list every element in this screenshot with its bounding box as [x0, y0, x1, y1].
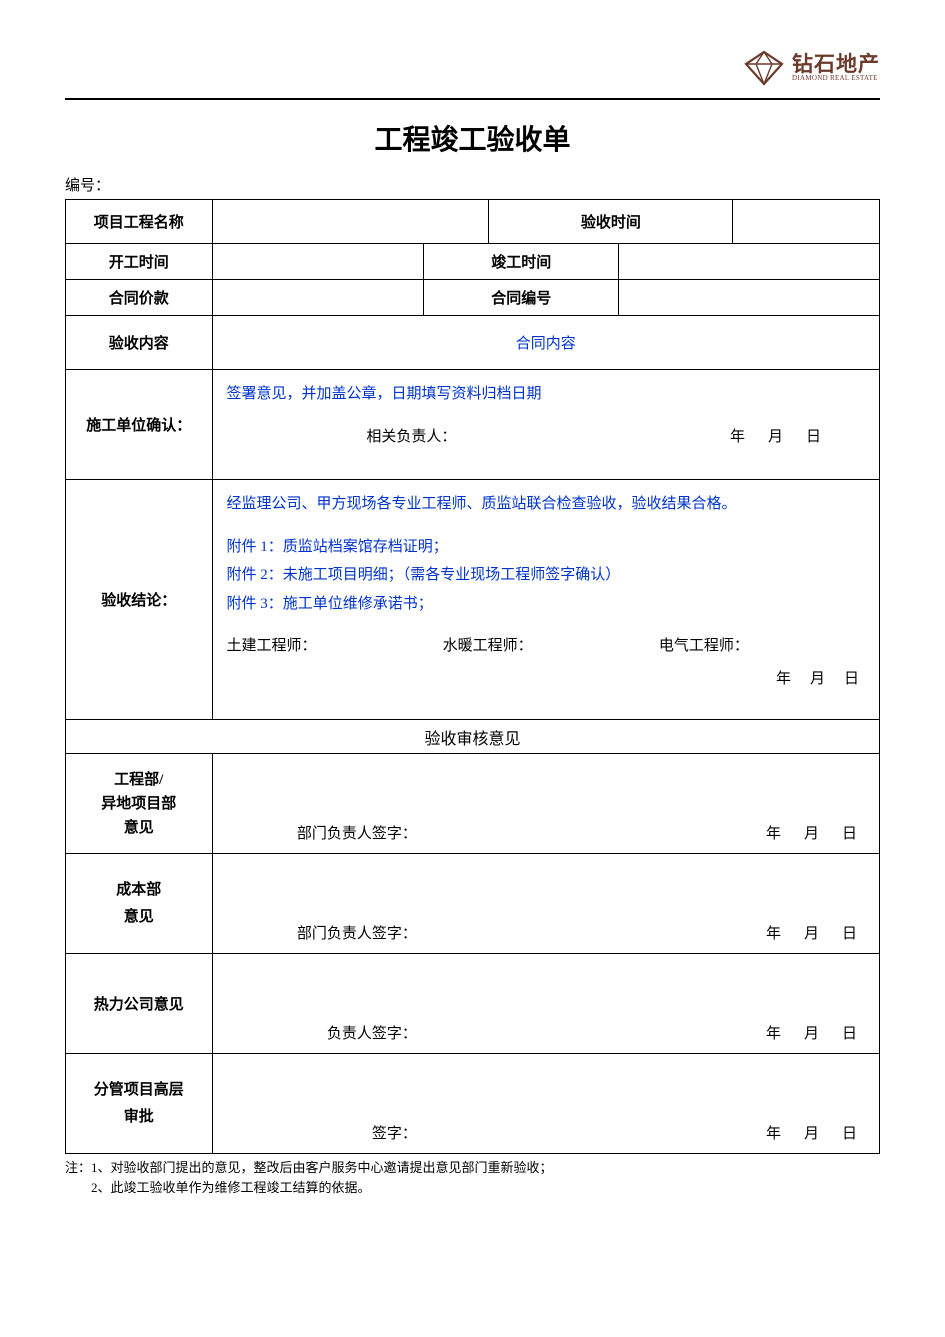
- serial-number-label: 编号：: [65, 174, 880, 195]
- label-accept-conclusion: 验收结论：: [66, 480, 213, 720]
- date-ymd-2: 年 月 日: [213, 661, 879, 696]
- label-plumbing-engineer: 水暖工程师：: [443, 634, 649, 655]
- company-logo: 钻石地产 DIAMOND REAL ESTATE: [742, 50, 880, 86]
- date-ymd-4: 年 月 日: [766, 922, 861, 943]
- date-ymd-1: 年 月 日: [730, 425, 825, 446]
- cell-cost-dept-opinion[interactable]: 部门负责人签字： 年 月 日: [212, 854, 879, 954]
- label-eng-dept: 工程部/ 异地项目部 意见: [66, 754, 213, 854]
- label-civil-engineer: 土建工程师：: [227, 634, 433, 655]
- cell-heat-company-opinion[interactable]: 负责人签字： 年 月 日: [212, 954, 879, 1054]
- label-contract-price: 合同价款: [66, 280, 213, 316]
- attachment-1: 附件 1：质监站档案馆存档证明；: [227, 533, 865, 562]
- label-dept-sign-2: 部门负责人签字：: [227, 922, 417, 943]
- cell-senior-approval[interactable]: 签字： 年 月 日: [212, 1054, 879, 1154]
- date-ymd-6: 年 月 日: [766, 1122, 861, 1143]
- label-resp-sign: 负责人签字：: [227, 1022, 417, 1043]
- attachment-3: 附件 3：施工单位维修承诺书；: [227, 590, 865, 619]
- footer-notes: 注：1、对验收部门提出的意见，整改后由客户服务中心邀请提出意见部门重新验收； 注…: [65, 1158, 880, 1197]
- label-complete-time: 竣工时间: [424, 244, 619, 280]
- label-accept-time: 验收时间: [489, 200, 733, 244]
- review-opinion-header: 验收审核意见: [66, 720, 880, 754]
- date-ymd-5: 年 月 日: [766, 1022, 861, 1043]
- value-start-time[interactable]: [212, 244, 424, 280]
- notes-prefix: 注：: [65, 1160, 91, 1175]
- label-project-name: 项目工程名称: [66, 200, 213, 244]
- label-construction-confirm: 施工单位确认：: [66, 370, 213, 480]
- page-header: 钻石地产 DIAMOND REAL ESTATE: [65, 50, 880, 100]
- attachment-2: 附件 2：未施工项目明细；（需各专业现场工程师签字确认）: [227, 561, 865, 590]
- document-title: 工程竣工验收单: [65, 118, 880, 158]
- label-accept-content: 验收内容: [66, 316, 213, 370]
- date-ymd-3: 年 月 日: [766, 822, 861, 843]
- value-complete-time[interactable]: [619, 244, 880, 280]
- label-heat-company: 热力公司意见: [66, 954, 213, 1054]
- construction-note: 签署意见，并加盖公章，日期填写资料归档日期: [213, 370, 879, 419]
- label-sign: 签字：: [227, 1122, 417, 1143]
- label-senior-approval: 分管项目高层 审批: [66, 1054, 213, 1154]
- label-person-in-charge: 相关负责人：: [227, 425, 457, 446]
- value-contract-no[interactable]: [619, 280, 880, 316]
- value-project-name[interactable]: [212, 200, 489, 244]
- value-accept-content: 合同内容: [212, 316, 879, 370]
- logo-text-cn: 钻石地产: [792, 54, 880, 75]
- label-electrical-engineer: 电气工程师：: [659, 634, 865, 655]
- label-contract-no: 合同编号: [424, 280, 619, 316]
- label-cost-dept: 成本部 意见: [66, 854, 213, 954]
- label-dept-sign-1: 部门负责人签字：: [227, 822, 417, 843]
- cell-construction-confirm[interactable]: 签署意见，并加盖公章，日期填写资料归档日期 相关负责人： 年 月 日: [212, 370, 879, 480]
- acceptance-form-table: 项目工程名称 验收时间 开工时间 竣工时间 合同价款 合同编号 验收内容 合同内…: [65, 199, 880, 1154]
- value-contract-price[interactable]: [212, 280, 424, 316]
- cell-accept-conclusion[interactable]: 经监理公司、甲方现场各专业工程师、质监站联合检查验收，验收结果合格。 附件 1：…: [212, 480, 879, 720]
- value-accept-time[interactable]: [733, 200, 880, 244]
- diamond-logo-icon: [742, 50, 786, 86]
- label-start-time: 开工时间: [66, 244, 213, 280]
- conclusion-main: 经监理公司、甲方现场各专业工程师、质监站联合检查验收，验收结果合格。: [227, 490, 865, 519]
- logo-text-en: DIAMOND REAL ESTATE: [792, 75, 880, 82]
- note-2: 2、此竣工验收单作为维修工程竣工结算的依据。: [91, 1180, 371, 1195]
- note-1: 1、对验收部门提出的意见，整改后由客户服务中心邀请提出意见部门重新验收；: [91, 1160, 553, 1175]
- cell-eng-dept-opinion[interactable]: 部门负责人签字： 年 月 日: [212, 754, 879, 854]
